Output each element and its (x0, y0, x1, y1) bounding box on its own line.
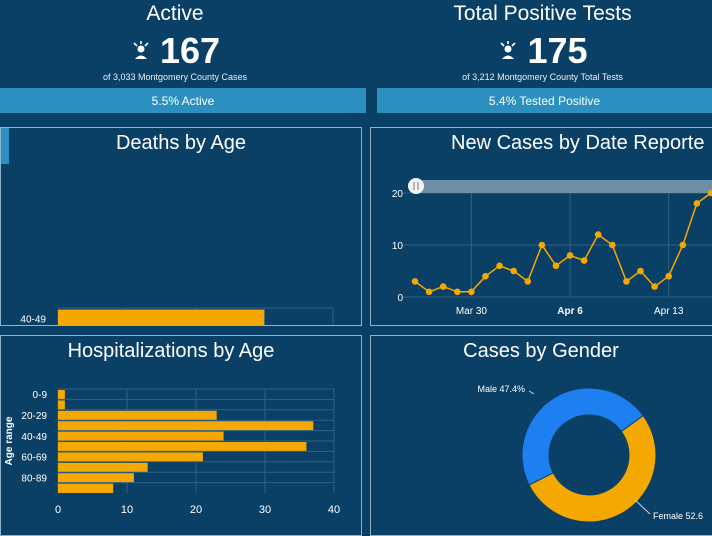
slice-label: Female 52.6 (653, 511, 703, 521)
data-point (651, 283, 658, 290)
kpi-active-value: 167 (0, 30, 350, 72)
hospitalizations-panel: Hospitalizations by Age 0 10 20 30 40 0-9 20-2… (0, 335, 362, 536)
y-tick-label: 40-49 (21, 432, 47, 443)
deaths-chart-title: Deaths by Age (115, 132, 247, 154)
data-point (566, 252, 574, 259)
data-point (594, 231, 602, 238)
leader-line (634, 499, 651, 515)
kpi-positive-subtext: of 3,212 Montgomery County Total Tests (462, 72, 623, 82)
bar (58, 452, 203, 462)
data-point (425, 288, 433, 296)
kpi-positive-bar: 5.4% Tested Positive (377, 88, 712, 113)
kpi-active-bar: 5.5% Active (0, 88, 366, 113)
hospitalizations-chart-title: Hospitalizations by Age (67, 340, 275, 362)
bar (58, 421, 314, 431)
x-tick-label: 30 (259, 504, 271, 516)
gender-chart-title: Cases by Gender (463, 340, 619, 362)
leader-line (528, 390, 535, 395)
data-point (623, 278, 630, 285)
patient-icon (133, 41, 149, 59)
data-point (453, 288, 461, 296)
data-point (538, 241, 546, 249)
kpi-active-subtext: of 3,033 Montgomery County Cases (102, 72, 248, 82)
y-tick-label: 20 (392, 189, 404, 200)
kpi-positive-value: 175 (370, 30, 712, 72)
y-tick-label: 60-69 (21, 453, 47, 464)
bar (58, 400, 65, 410)
bar (58, 309, 265, 325)
data-point (707, 189, 712, 197)
bar (58, 473, 134, 483)
x-tick-label: Apr 6 (557, 306, 583, 317)
data-point (580, 257, 588, 264)
data-point (693, 200, 701, 207)
kpi-positive-number: 175 (527, 30, 588, 71)
data-point (637, 267, 644, 275)
x-tick-label: Mar 30 (456, 306, 488, 317)
data-point (496, 262, 503, 270)
bar (58, 410, 217, 421)
bar (58, 462, 148, 473)
kpi-positive-title: Total Positive Tests (453, 2, 632, 25)
new-cases-panel: New Cases by Date Reporte 0 10 20 Mar 30 Apr… (370, 127, 712, 326)
data-point (411, 278, 419, 285)
y-tick-label: 40-49 (20, 315, 46, 325)
gender-panel: Cases by Gender Male 47.4% Female 52.6 (370, 335, 712, 536)
cases-by-gender-chart: Male 47.4% Female 52.6 (477, 384, 703, 523)
kpi-active-title: Active (146, 2, 204, 25)
y-tick-label: 20-29 (21, 411, 47, 422)
data-point (552, 262, 560, 270)
x-tick-label: Apr 13 (654, 306, 684, 317)
panel-tab-marker (1, 128, 9, 164)
data-point (524, 278, 532, 285)
data-point (609, 241, 616, 249)
pie-slice (528, 414, 657, 523)
new-cases-chart: 0 10 20 Mar 30 Apr 6 Apr 13 (392, 178, 712, 317)
data-point (482, 272, 489, 280)
hospitalizations-chart: 0 10 20 30 40 0-9 20-29 40-49 60-69 80-89 Age rang… (4, 388, 340, 516)
y-tick-label: 0-9 (33, 390, 48, 401)
y-tick-label: 10 (392, 241, 404, 252)
pie-slice (521, 387, 644, 486)
y-axis-label: Age range (4, 416, 15, 465)
data-point (468, 288, 475, 296)
data-point (679, 241, 687, 249)
time-slider-handle (408, 178, 424, 194)
time-slider-track (411, 180, 712, 193)
bar (58, 390, 65, 400)
y-tick-label: 80-89 (21, 473, 47, 484)
series-line (414, 192, 712, 293)
bar (58, 483, 114, 493)
patient-icon (500, 41, 517, 59)
data-point (665, 272, 673, 280)
new-cases-chart-title: New Cases by Date Reporte (451, 132, 705, 154)
slice-label: Male 47.4% (477, 384, 525, 394)
x-tick-label: 10 (121, 504, 133, 516)
data-point (510, 267, 517, 275)
data-point (439, 283, 447, 290)
bar (58, 431, 224, 441)
y-tick-label: 0 (397, 293, 403, 304)
x-tick-label: 40 (328, 504, 340, 516)
x-tick-label: 0 (55, 504, 61, 516)
x-tick-label: 20 (190, 504, 202, 516)
bar (58, 442, 307, 452)
kpi-active-number: 167 (159, 30, 221, 71)
deaths-by-age-panel: Deaths by Age 0.511.522.540-4960-6970-79… (0, 127, 362, 326)
